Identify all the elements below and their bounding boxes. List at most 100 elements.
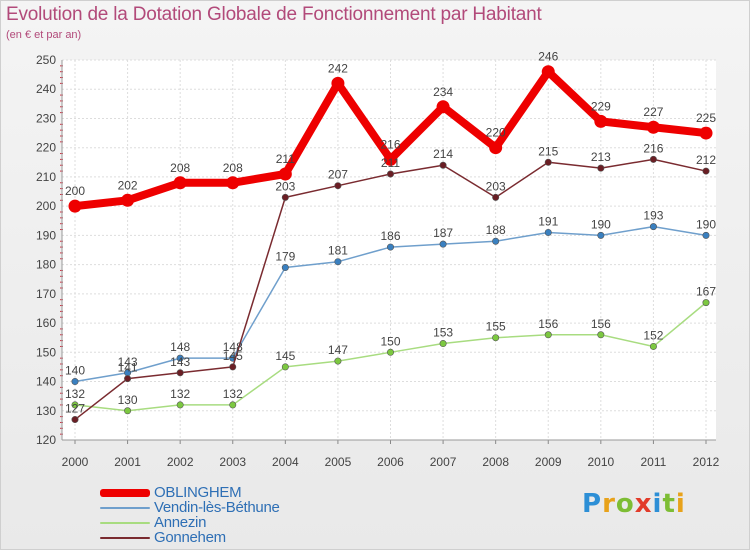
legend-item-annezin: Annezin bbox=[100, 515, 280, 530]
data-label-vendin-les-bethune: 187 bbox=[433, 226, 453, 240]
data-label-oblinghem: 225 bbox=[696, 111, 716, 125]
chart-subtitle: (en € et par an) bbox=[6, 29, 82, 41]
data-point-oblinghem bbox=[121, 193, 135, 207]
data-point-vendin-les-bethune bbox=[544, 228, 552, 236]
data-point-oblinghem bbox=[68, 199, 82, 213]
data-label-vendin-les-bethune: 191 bbox=[538, 214, 558, 228]
data-label-annezin: 156 bbox=[538, 317, 558, 331]
data-point-oblinghem bbox=[646, 120, 660, 134]
data-point-gonnehem bbox=[281, 193, 289, 201]
chart-title: Evolution de la Dotation Globale de Fonc… bbox=[6, 4, 542, 25]
data-point-gonnehem bbox=[597, 164, 605, 172]
data-point-annezin bbox=[544, 331, 552, 339]
y-tick-label: 130 bbox=[36, 404, 56, 418]
data-label-oblinghem: 200 bbox=[65, 184, 85, 198]
data-label-oblinghem: 242 bbox=[328, 61, 348, 75]
data-point-annezin bbox=[281, 363, 289, 371]
data-point-gonnehem bbox=[229, 363, 237, 371]
data-point-annezin bbox=[176, 401, 184, 409]
legend-label: Vendin-lès-Béthune bbox=[154, 499, 280, 516]
logo-letter: P bbox=[582, 489, 603, 519]
legend-label: OBLINGHEM bbox=[154, 484, 242, 501]
data-label-vendin-les-bethune: 140 bbox=[65, 364, 85, 378]
data-label-annezin: 145 bbox=[275, 349, 295, 363]
data-label-annezin: 167 bbox=[696, 285, 716, 299]
data-label-oblinghem: 246 bbox=[538, 50, 558, 64]
data-point-gonnehem bbox=[702, 167, 710, 175]
data-label-annezin: 132 bbox=[65, 387, 85, 401]
data-point-annezin bbox=[334, 357, 342, 365]
legend-swatch bbox=[100, 536, 150, 539]
data-label-gonnehem: 215 bbox=[538, 144, 558, 158]
data-point-vendin-les-bethune bbox=[334, 258, 342, 266]
data-point-vendin-les-bethune bbox=[176, 354, 184, 362]
legend-swatch bbox=[100, 488, 150, 497]
legend-label: Gonnehem bbox=[154, 529, 226, 546]
x-tick-label: 2005 bbox=[325, 455, 352, 469]
data-point-gonnehem bbox=[71, 416, 79, 424]
x-tick-label: 2010 bbox=[587, 455, 614, 469]
data-point-oblinghem bbox=[278, 167, 292, 181]
data-label-annezin: 155 bbox=[486, 320, 506, 334]
data-point-annezin bbox=[702, 299, 710, 307]
data-point-oblinghem bbox=[331, 76, 345, 90]
data-point-vendin-les-bethune bbox=[386, 243, 394, 251]
data-label-oblinghem: 216 bbox=[380, 137, 400, 151]
data-label-vendin-les-bethune: 188 bbox=[486, 223, 506, 237]
data-label-annezin: 153 bbox=[433, 326, 453, 340]
data-label-vendin-les-bethune: 190 bbox=[591, 217, 611, 231]
data-label-vendin-les-bethune: 190 bbox=[696, 217, 716, 231]
x-tick-label: 2000 bbox=[62, 455, 89, 469]
y-tick-label: 230 bbox=[36, 111, 56, 125]
logo-letter: t bbox=[662, 489, 676, 519]
legend-swatch bbox=[100, 506, 150, 509]
logo-letter: i bbox=[675, 489, 686, 519]
data-point-annezin bbox=[71, 401, 79, 409]
data-point-gonnehem bbox=[386, 170, 394, 178]
x-tick-label: 2012 bbox=[693, 455, 720, 469]
data-point-oblinghem bbox=[226, 176, 240, 190]
series-lines bbox=[68, 65, 713, 424]
axes: 120 130 140 150 160 170 180 190 200 210 220 230 240 2… bbox=[36, 53, 720, 469]
data-point-gonnehem bbox=[439, 161, 447, 169]
data-label-gonnehem: 214 bbox=[433, 147, 453, 161]
legend-swatch bbox=[100, 521, 150, 524]
x-tick-label: 2003 bbox=[219, 455, 246, 469]
data-label-oblinghem: 229 bbox=[591, 99, 611, 113]
data-label-gonnehem: 207 bbox=[328, 168, 348, 182]
data-point-oblinghem bbox=[436, 100, 450, 114]
data-label-gonnehem: 213 bbox=[591, 150, 611, 164]
data-label-oblinghem: 202 bbox=[118, 178, 138, 192]
data-label-vendin-les-bethune: 143 bbox=[118, 355, 138, 369]
data-label-oblinghem: 211 bbox=[276, 152, 295, 166]
data-point-gonnehem bbox=[649, 155, 657, 163]
data-label-gonnehem: 141 bbox=[118, 361, 138, 375]
data-point-gonnehem bbox=[176, 369, 184, 377]
data-point-gonnehem bbox=[124, 375, 132, 383]
data-label-annezin: 132 bbox=[223, 387, 243, 401]
data-label-annezin: 156 bbox=[591, 317, 611, 331]
legend-item-gonnehem: Gonnehem bbox=[100, 530, 280, 545]
data-label-vendin-les-bethune: 148 bbox=[223, 340, 243, 354]
data-label-gonnehem: 203 bbox=[486, 179, 506, 193]
data-label-vendin-les-bethune: 193 bbox=[643, 209, 663, 223]
x-tick-label: 2001 bbox=[114, 455, 141, 469]
data-label-vendin-les-bethune: 186 bbox=[380, 229, 400, 243]
y-tick-label: 180 bbox=[36, 258, 56, 272]
logo-letter: o bbox=[615, 489, 635, 519]
data-label-oblinghem: 234 bbox=[433, 85, 453, 99]
logo-letter: i bbox=[652, 489, 663, 519]
y-tick-label: 140 bbox=[36, 375, 56, 389]
data-label-annezin: 130 bbox=[118, 393, 138, 407]
data-point-vendin-les-bethune bbox=[649, 223, 657, 231]
data-label-annezin: 132 bbox=[170, 387, 190, 401]
y-tick-label: 120 bbox=[36, 433, 56, 447]
logo-letter: x bbox=[634, 489, 653, 519]
y-tick-label: 150 bbox=[36, 345, 56, 359]
data-label-annezin: 147 bbox=[328, 343, 348, 357]
data-point-oblinghem bbox=[384, 152, 397, 166]
x-tick-label: 2007 bbox=[430, 455, 457, 469]
data-label-vendin-les-bethune: 148 bbox=[170, 340, 190, 354]
data-label-gonnehem: 203 bbox=[275, 179, 295, 193]
